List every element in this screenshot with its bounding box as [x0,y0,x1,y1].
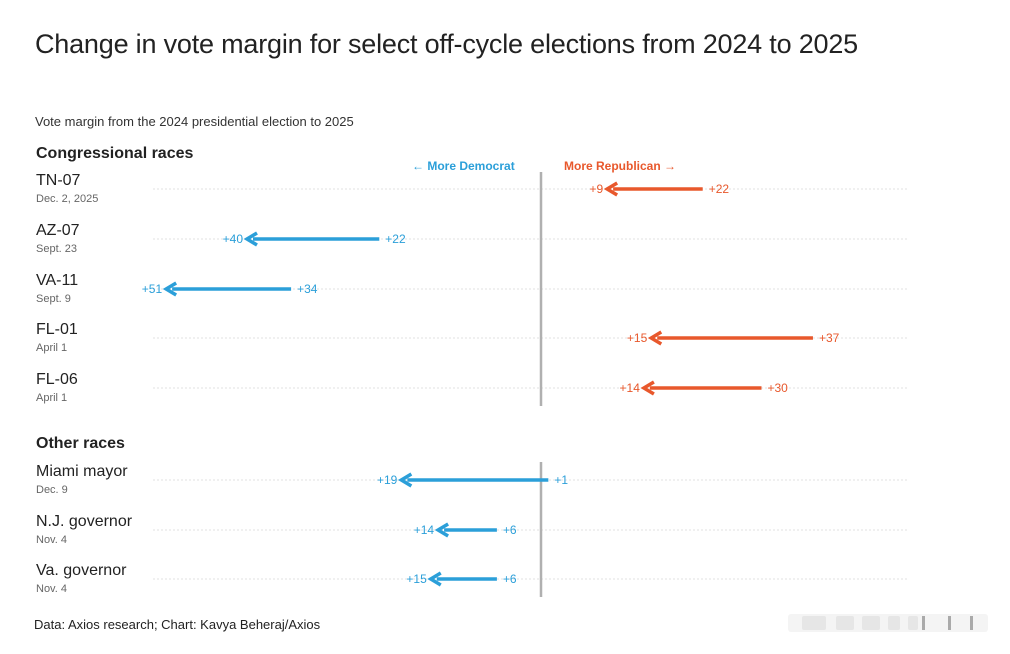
arrow-head-va-11 [162,281,178,297]
end-value-label-va-11: +51 [142,282,163,296]
section-title-other: Other races [36,435,125,452]
arrow-head-miami-mayor [397,472,413,488]
arrow-head-fl-06 [640,380,655,396]
end-value-label-n-j-governor: +14 [414,523,435,537]
row-date-tn-07: Dec. 2, 2025 [36,193,99,205]
legend-more-republican: More Republican → [564,159,677,173]
row-date-az-07: Sept. 23 [36,243,77,255]
end-value-label-tn-07: +9 [589,182,603,196]
section-title-congressional: Congressional races [36,145,194,162]
row-date-fl-01: April 1 [36,342,68,354]
start-value-label-miami-mayor: +1 [554,473,568,487]
chart-subtitle: Vote margin from the 2024 presidential e… [35,114,354,129]
row-label-va-11: VA-11 [36,272,79,289]
row-date-va-governor: Nov. 4 [36,583,67,595]
start-value-label-az-07: +22 [385,232,406,246]
row-label-miami-mayor: Miami mayor [36,463,128,480]
start-value-label-fl-06: +30 [768,381,789,395]
row-date-fl-06: April 1 [36,392,68,404]
arrow-head-fl-01 [647,330,663,346]
start-value-label-tn-07: +22 [709,182,730,196]
row-label-fl-06: FL-06 [36,371,78,388]
arrow-head-va-governor [427,571,442,587]
source-note: Data: Axios research; Chart: Kavya Beher… [34,617,321,632]
chart-title: Change in vote margin for select off-cyc… [35,29,858,59]
row-label-fl-01: FL-01 [36,321,78,338]
end-value-label-az-07: +40 [223,232,244,246]
row-label-n-j-governor: N.J. governor [36,513,133,530]
arrow-head-tn-07 [603,181,619,197]
end-value-label-miami-mayor: +19 [377,473,398,487]
row-label-va-governor: Va. governor [36,562,127,579]
row-label-az-07: AZ-07 [36,222,80,239]
row-date-va-11: Sept. 9 [36,293,71,305]
end-value-label-fl-06: +14 [620,381,641,395]
start-value-label-va-governor: +6 [503,572,517,586]
row-date-n-j-governor: Nov. 4 [36,534,67,546]
arrow-head-n-j-governor [434,522,450,538]
start-value-label-n-j-governor: +6 [503,523,517,537]
end-value-label-fl-01: +15 [627,331,648,345]
end-value-label-va-governor: +15 [406,572,427,586]
row-date-miami-mayor: Dec. 9 [36,484,68,496]
arrow-head-az-07 [243,231,258,247]
watermark-logo [788,614,988,632]
start-value-label-fl-01: +37 [819,331,840,345]
row-label-tn-07: TN-07 [36,172,81,189]
start-value-label-va-11: +34 [297,282,318,296]
legend-more-democrat: ← More Democrat [412,159,515,173]
